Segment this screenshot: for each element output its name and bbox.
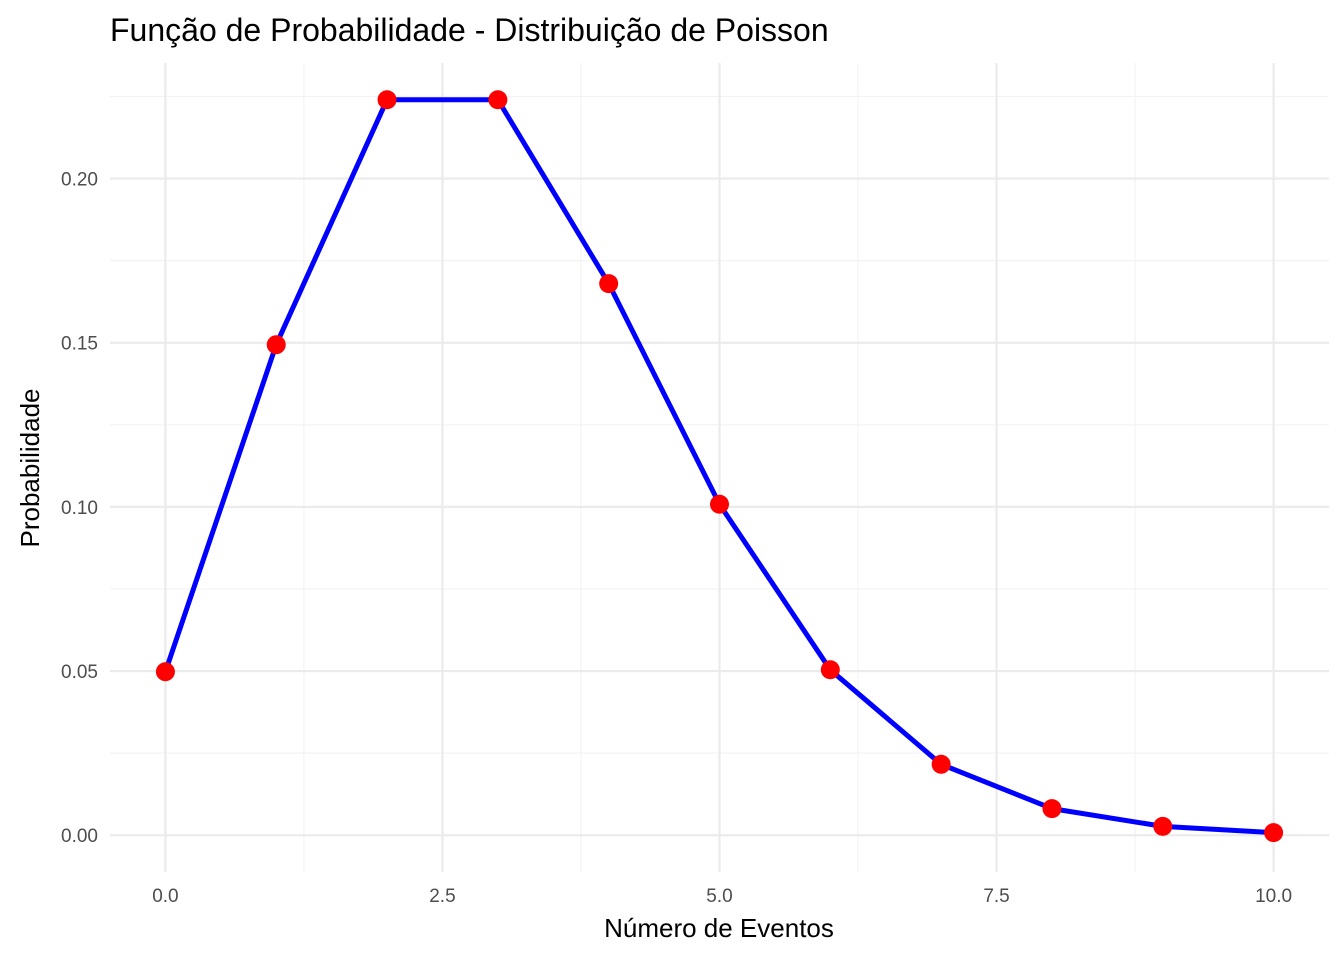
data-point	[1042, 799, 1062, 819]
x-tick-label: 10.0	[1255, 886, 1292, 907]
data-point	[1264, 823, 1284, 843]
x-tick-label: 5.0	[706, 886, 732, 907]
x-tick-label: 2.5	[429, 886, 455, 907]
data-point	[1153, 816, 1173, 836]
x-axis-ticks: 0.0 2.5 5.0 7.5 10.0	[152, 886, 1292, 907]
data-point	[599, 274, 619, 294]
major-gridlines	[110, 63, 1329, 872]
y-axis-ticks: 0.00 0.05 0.10 0.15 0.20	[61, 170, 98, 848]
series-layer	[155, 90, 1284, 843]
data-point	[710, 494, 729, 514]
x-tick-label: 0.0	[152, 886, 178, 907]
y-axis-label: Probabilidade	[15, 388, 45, 547]
data-point	[266, 335, 286, 355]
data-point	[155, 662, 175, 682]
data-point	[377, 90, 397, 110]
data-point	[488, 90, 508, 110]
data-point	[820, 660, 840, 680]
x-tick-label: 7.5	[983, 886, 1009, 907]
x-axis-label: Número de Eventos	[604, 913, 834, 943]
y-tick-label: 0.00	[61, 826, 98, 847]
y-tick-label: 0.20	[61, 170, 98, 191]
y-tick-label: 0.15	[61, 334, 98, 355]
y-tick-label: 0.05	[61, 662, 98, 683]
chart-title: Função de Probabilidade - Distribuição d…	[110, 12, 829, 48]
data-point	[931, 754, 951, 774]
y-tick-label: 0.10	[61, 498, 98, 519]
